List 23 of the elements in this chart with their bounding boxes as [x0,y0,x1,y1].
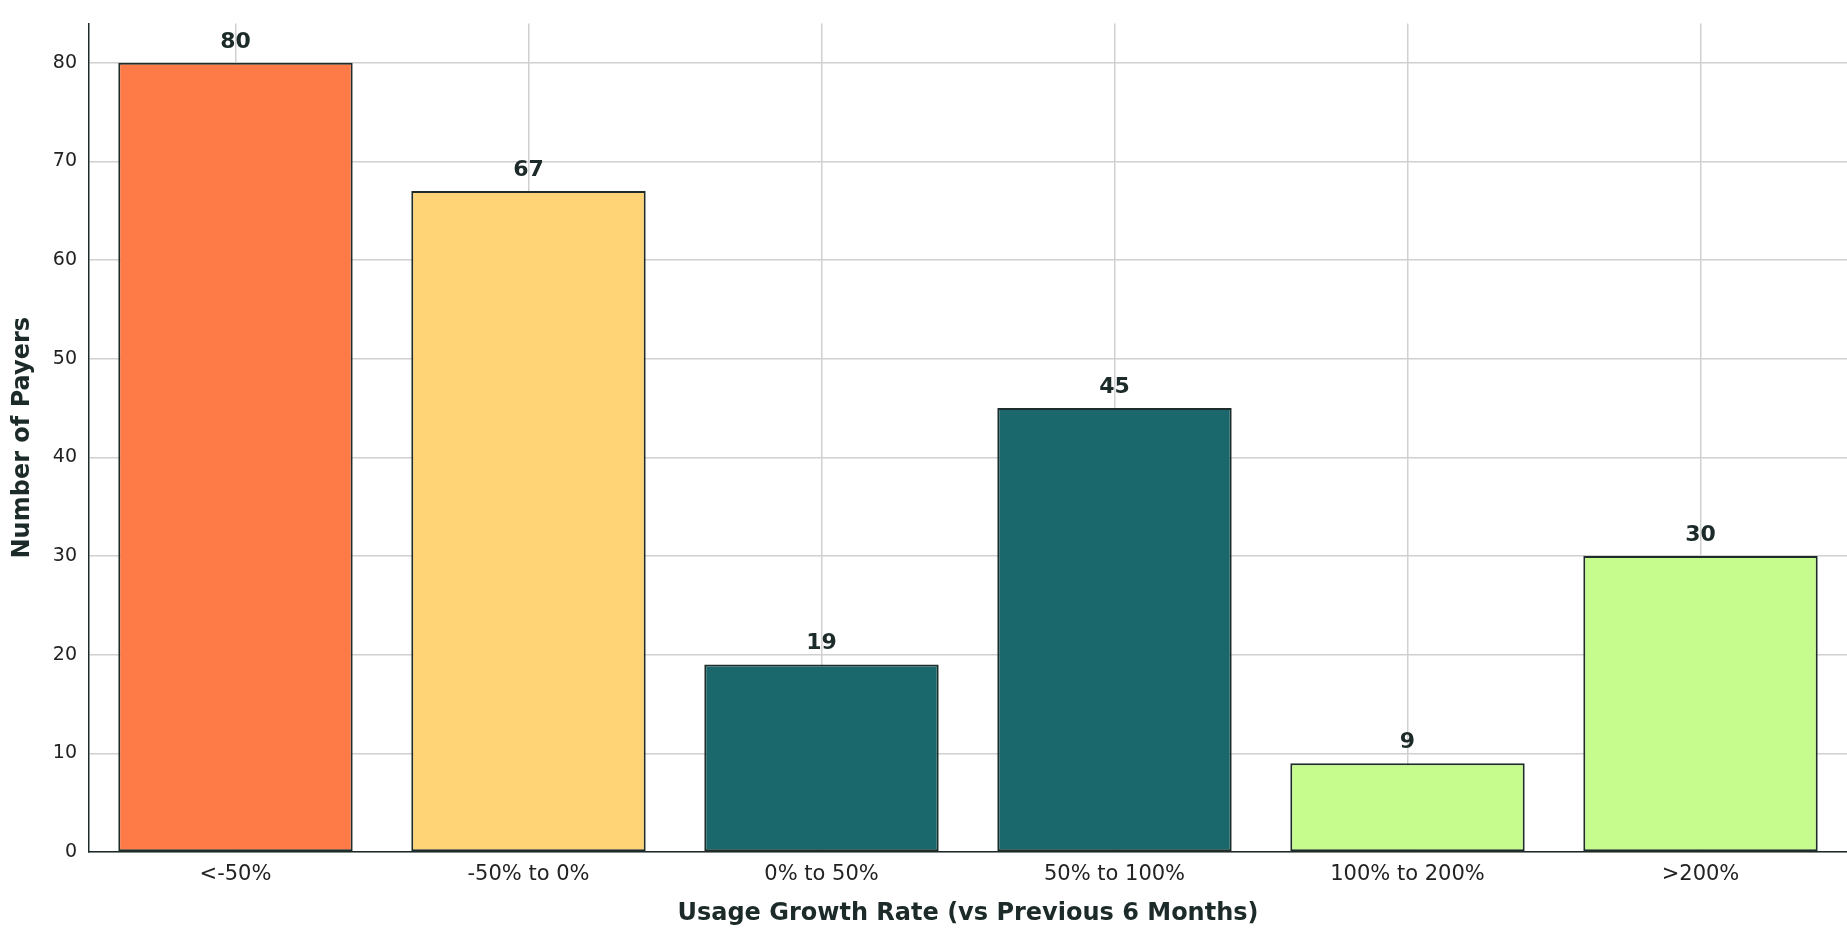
x-tick-label: 100% to 200% [1330,861,1485,886]
y-tick-label: 20 [52,641,77,664]
data-label: 80 [220,27,251,53]
x-tick-label: <-50% [199,861,272,886]
data-label: 19 [806,629,837,655]
data-label: 45 [1099,372,1130,398]
x-tick-label: 50% to 100% [1043,861,1186,886]
y-tick-label: 40 [52,444,77,467]
y-tick-label: 50 [52,345,77,368]
y-tick-label: 80 [52,49,77,72]
y-tick-label: 60 [52,247,77,270]
x-axis-title: Usage Growth Rate (vs Previous 6 Months) [677,897,1259,926]
x-tick-label: -50% to 0% [467,861,590,886]
y-tick-label: 0 [64,838,77,861]
x-tick-label: >200% [1661,861,1740,886]
y-tick-label: 10 [52,740,77,763]
data-label: 30 [1685,520,1716,546]
y-axis-title: Number of Payers [6,316,35,559]
data-label: 67 [513,155,544,181]
y-tick-label: 30 [52,543,77,566]
data-label: 9 [1399,727,1416,753]
y-tick-label: 70 [52,148,77,171]
x-tick-label: 0% to 50% [764,861,879,886]
